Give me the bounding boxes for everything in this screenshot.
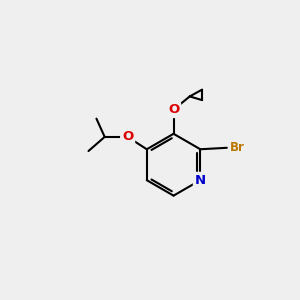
Text: Br: Br — [230, 141, 245, 154]
Text: O: O — [122, 130, 133, 143]
Text: O: O — [168, 103, 179, 116]
Text: N: N — [195, 174, 206, 187]
